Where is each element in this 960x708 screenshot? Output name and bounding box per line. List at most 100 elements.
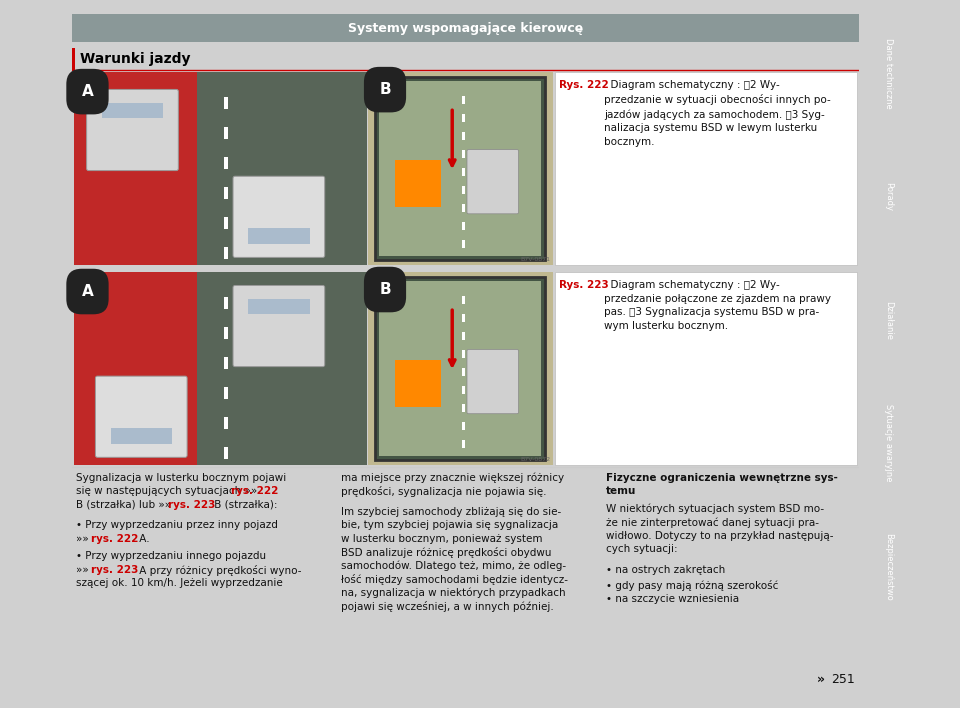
Text: Rys. 223: Rys. 223 bbox=[559, 280, 609, 290]
Text: Im szybciej samochody zbliżają się do sie-: Im szybciej samochody zbliżają się do si… bbox=[341, 507, 561, 517]
Bar bbox=[225, 447, 228, 459]
Bar bbox=[225, 417, 228, 429]
Text: rys. 222: rys. 222 bbox=[91, 534, 138, 544]
Bar bbox=[248, 299, 310, 314]
Text: Diagram schematyczny : ␀2 Wy-
przedzanie w sytuacji obecności innych po-
jazdów : Diagram schematyczny : ␀2 Wy- przedzanie… bbox=[604, 80, 830, 147]
Bar bbox=[462, 132, 465, 140]
Text: cych sytuacji:: cych sytuacji: bbox=[606, 544, 678, 554]
Text: Działanie: Działanie bbox=[884, 300, 894, 340]
Text: • Przy wyprzedzaniu innego pojazdu: • Przy wyprzedzaniu innego pojazdu bbox=[76, 552, 266, 561]
Bar bbox=[225, 127, 228, 139]
FancyBboxPatch shape bbox=[467, 350, 518, 413]
Bar bbox=[74, 72, 367, 265]
Bar bbox=[225, 327, 228, 339]
Text: Sygnalizacja w lusterku bocznym pojawi: Sygnalizacja w lusterku bocznym pojawi bbox=[76, 473, 286, 483]
Text: Sytuacje awaryjne: Sytuacje awaryjne bbox=[884, 404, 894, 482]
Bar bbox=[74, 272, 197, 465]
Text: się w następujących sytuacjach »»: się w następujących sytuacjach »» bbox=[76, 486, 260, 496]
Bar bbox=[379, 81, 541, 256]
Bar bbox=[225, 187, 228, 199]
Bar bbox=[462, 350, 465, 358]
Text: Porady: Porady bbox=[884, 183, 894, 211]
Bar bbox=[462, 386, 465, 394]
Text: • na szczycie wzniesienia: • na szczycie wzniesienia bbox=[606, 595, 739, 605]
Text: szącej ok. 10 km/h. Jeżeli wyprzedzanie: szącej ok. 10 km/h. Jeżeli wyprzedzanie bbox=[76, 578, 282, 588]
Bar bbox=[462, 296, 465, 304]
Bar bbox=[368, 72, 553, 265]
Text: Bezpieczeństwo: Bezpieczeństwo bbox=[884, 532, 894, 600]
Bar bbox=[225, 387, 228, 399]
Bar bbox=[396, 360, 441, 407]
Bar bbox=[248, 229, 310, 244]
Text: A: A bbox=[82, 284, 93, 299]
Text: rys. 223: rys. 223 bbox=[168, 500, 215, 510]
Text: »: » bbox=[817, 673, 825, 686]
Bar bbox=[462, 96, 465, 104]
Bar bbox=[462, 114, 465, 122]
FancyBboxPatch shape bbox=[233, 176, 324, 258]
Text: B: B bbox=[379, 82, 391, 97]
Bar bbox=[72, 48, 75, 70]
Text: Systemy wspomagające kierowcę: Systemy wspomagające kierowcę bbox=[348, 22, 584, 35]
Text: samochodów. Dlatego też, mimo, że odleg-: samochodów. Dlatego też, mimo, że odleg- bbox=[341, 561, 566, 571]
Bar bbox=[462, 204, 465, 212]
Bar bbox=[225, 357, 228, 369]
Bar bbox=[72, 14, 859, 42]
Text: Warunki jazdy: Warunki jazdy bbox=[80, 52, 190, 66]
Text: bie, tym szybciej pojawia się sygnalizacja: bie, tym szybciej pojawia się sygnalizac… bbox=[341, 520, 558, 530]
Text: Dane techniczne: Dane techniczne bbox=[884, 38, 894, 109]
Text: w lusterku bocznym, ponieważ system: w lusterku bocznym, ponieważ system bbox=[341, 534, 542, 544]
Bar bbox=[225, 217, 228, 229]
Polygon shape bbox=[375, 277, 545, 460]
Bar bbox=[462, 240, 465, 248]
Text: »»: »» bbox=[76, 534, 92, 544]
Text: 251: 251 bbox=[831, 673, 855, 686]
Bar bbox=[225, 297, 228, 309]
Text: Fizyczne ograniczenia wewnętrzne sys-: Fizyczne ograniczenia wewnętrzne sys- bbox=[606, 473, 838, 483]
Polygon shape bbox=[375, 77, 545, 260]
Text: »»: »» bbox=[76, 565, 92, 575]
Text: A przy różnicy prędkości wyno-: A przy różnicy prędkości wyno- bbox=[136, 565, 301, 576]
Text: • gdy pasy mają różną szerokość: • gdy pasy mają różną szerokość bbox=[606, 580, 779, 590]
Bar bbox=[368, 272, 553, 465]
Text: W niektórych sytuacjach system BSD mo-: W niektórych sytuacjach system BSD mo- bbox=[606, 504, 824, 515]
Text: B (strzałka):: B (strzałka): bbox=[211, 500, 277, 510]
Text: Rys. 222: Rys. 222 bbox=[559, 80, 609, 90]
FancyBboxPatch shape bbox=[95, 376, 187, 457]
Text: B (strzałka) lub »»: B (strzałka) lub »» bbox=[76, 500, 174, 510]
Text: rys. 222: rys. 222 bbox=[231, 486, 278, 496]
Bar bbox=[396, 160, 441, 207]
Bar bbox=[462, 368, 465, 376]
Text: Diagram schematyczny : ␀2 Wy-
przedzanie połączone ze zjazdem na prawy
pas. ␁3 S: Diagram schematyczny : ␀2 Wy- przedzanie… bbox=[604, 280, 830, 331]
Bar bbox=[462, 314, 465, 322]
Bar bbox=[555, 72, 857, 265]
Text: temu: temu bbox=[606, 486, 636, 496]
Text: A: A bbox=[82, 84, 93, 99]
Text: B7V-0871: B7V-0871 bbox=[520, 257, 550, 262]
Bar bbox=[225, 247, 228, 259]
Text: na, sygnalizacja w niektórych przypadkach: na, sygnalizacja w niektórych przypadkac… bbox=[341, 588, 565, 598]
Text: • na ostrych zakrętach: • na ostrych zakrętach bbox=[606, 565, 725, 575]
Bar bbox=[462, 332, 465, 340]
Text: B7V-0872: B7V-0872 bbox=[520, 457, 550, 462]
Text: rys. 223: rys. 223 bbox=[91, 565, 138, 575]
Text: A.: A. bbox=[136, 534, 150, 544]
Text: B: B bbox=[379, 282, 391, 297]
Text: pojawi się wcześniej, a w innych później.: pojawi się wcześniej, a w innych później… bbox=[341, 601, 554, 612]
Bar bbox=[462, 422, 465, 430]
Text: BSD analizuje różnicę prędkości obydwu: BSD analizuje różnicę prędkości obydwu bbox=[341, 547, 551, 558]
Bar bbox=[462, 168, 465, 176]
Bar bbox=[110, 428, 172, 444]
Bar bbox=[225, 157, 228, 169]
Bar bbox=[74, 272, 367, 465]
Bar bbox=[462, 186, 465, 194]
Text: widłowo. Dotyczy to na przykład następują-: widłowo. Dotyczy to na przykład następuj… bbox=[606, 531, 833, 541]
Text: łość między samochodami będzie identycz-: łość między samochodami będzie identycz- bbox=[341, 574, 567, 585]
FancyBboxPatch shape bbox=[86, 89, 179, 171]
Bar bbox=[225, 97, 228, 109]
Text: • Przy wyprzedzaniu przez inny pojazd: • Przy wyprzedzaniu przez inny pojazd bbox=[76, 520, 277, 530]
Bar bbox=[102, 103, 163, 118]
Bar bbox=[74, 72, 197, 265]
FancyBboxPatch shape bbox=[233, 285, 324, 367]
Bar bbox=[462, 440, 465, 448]
